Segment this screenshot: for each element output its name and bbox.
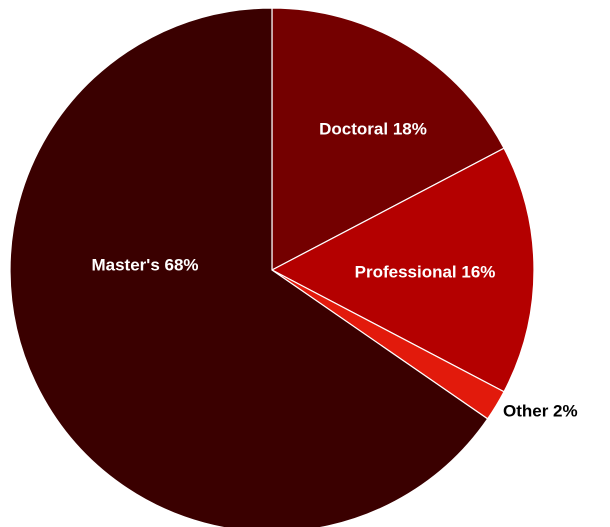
pie-slice-master-s xyxy=(9,7,489,527)
slice-label-doctoral: Doctoral 18% xyxy=(319,119,427,138)
pie-slice-professional xyxy=(270,147,535,393)
pie-slice-doctoral xyxy=(271,7,505,271)
slice-label-other: Other 2% xyxy=(503,401,578,420)
slice-label-professional: Professional 16% xyxy=(355,262,496,281)
slice-label-master-s: Master's 68% xyxy=(91,255,198,274)
